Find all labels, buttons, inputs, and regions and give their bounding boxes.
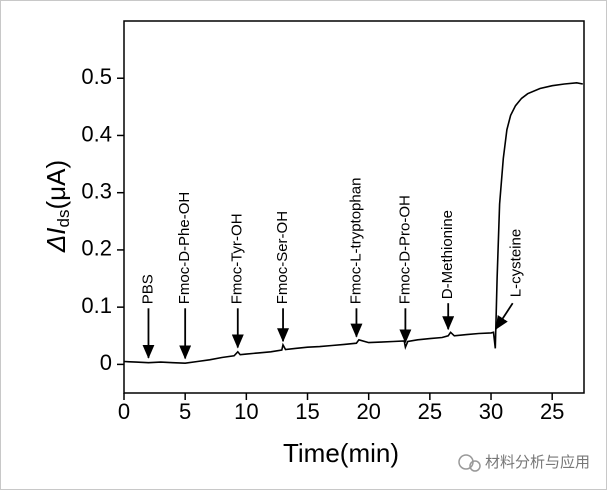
annotation-label: PBS	[139, 274, 156, 304]
y-tick-label: 0.1	[81, 293, 112, 318]
x-axis-label: Time(min)	[283, 438, 399, 468]
annotation-label: Fmoc-D-Phe-OH	[176, 192, 193, 305]
annotation-label: Fmoc-Tyr-OH	[229, 213, 246, 304]
y-label-unit: (μA)	[41, 160, 71, 210]
y-tick-label: 0	[100, 350, 112, 375]
x-tick-label: 10	[234, 399, 258, 424]
y-tick-label: 0.4	[81, 121, 112, 146]
y-tick-label: 0.2	[81, 236, 112, 261]
annotation-label: Fmoc-L-tryptophan	[347, 178, 364, 305]
annotation-label: D-Methionine	[439, 210, 456, 299]
y-label-sub: ds	[54, 210, 73, 228]
y-tick-label: 0.3	[81, 179, 112, 204]
watermark-icon	[458, 454, 481, 472]
annotation-label: L-cysteine	[508, 229, 525, 297]
y-tick-label: 0.5	[81, 64, 112, 89]
x-tick-label: 5	[179, 399, 191, 424]
annotation-label: Fmoc-D-Pro-OH	[396, 195, 413, 304]
x-tick-label: 20	[356, 399, 380, 424]
x-tick-label: 0	[118, 399, 130, 424]
y-axis-label: ΔIds(μA)	[41, 160, 74, 253]
plot-frame	[123, 20, 585, 394]
annotation-label: Fmoc-Ser-OH	[274, 211, 291, 304]
watermark: 材料分析与应用	[485, 453, 590, 471]
x-tick-label: 25	[418, 399, 442, 424]
annotation-arrow	[494, 302, 514, 331]
y-label-main: ΔI	[41, 227, 71, 253]
data-line	[123, 81, 583, 365]
x-tick-label: 30	[479, 399, 503, 424]
x-tick-label: 25	[540, 399, 564, 424]
x-tick-label: 15	[295, 399, 319, 424]
